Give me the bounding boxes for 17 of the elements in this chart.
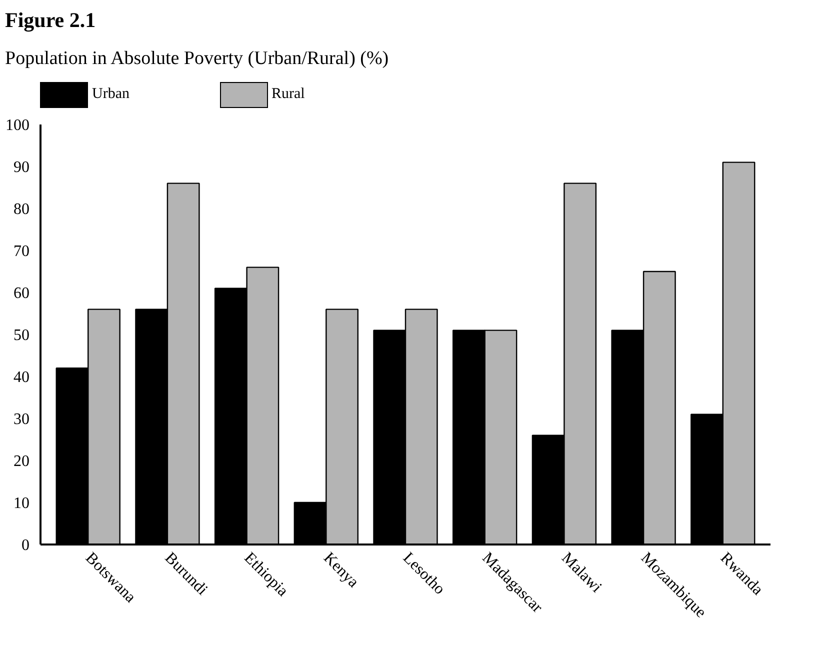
chart-title: Figure 2.1: [5, 7, 96, 34]
y-tick-label: 80: [14, 201, 30, 218]
y-tick-label: 70: [14, 243, 30, 260]
y-tick-label: 20: [14, 453, 30, 470]
legend-item: Rural: [220, 82, 305, 108]
y-tick-label: 90: [14, 159, 30, 176]
y-tick-label: 50: [14, 327, 30, 344]
y-tick-label: 40: [14, 369, 30, 386]
y-tick-label: 60: [14, 285, 30, 302]
legend-item: Urban: [40, 82, 130, 108]
legend-label: Rural: [272, 85, 305, 104]
y-tick-label: 30: [14, 411, 30, 428]
y-tick-label: 0: [22, 537, 30, 554]
y-tick-label: 100: [6, 117, 30, 134]
y-tick-label: 10: [14, 495, 30, 512]
chart-subtitle: Population in Absolute Poverty (Urban/Rural) (%): [5, 47, 389, 71]
legend-label: Urban: [92, 85, 130, 104]
